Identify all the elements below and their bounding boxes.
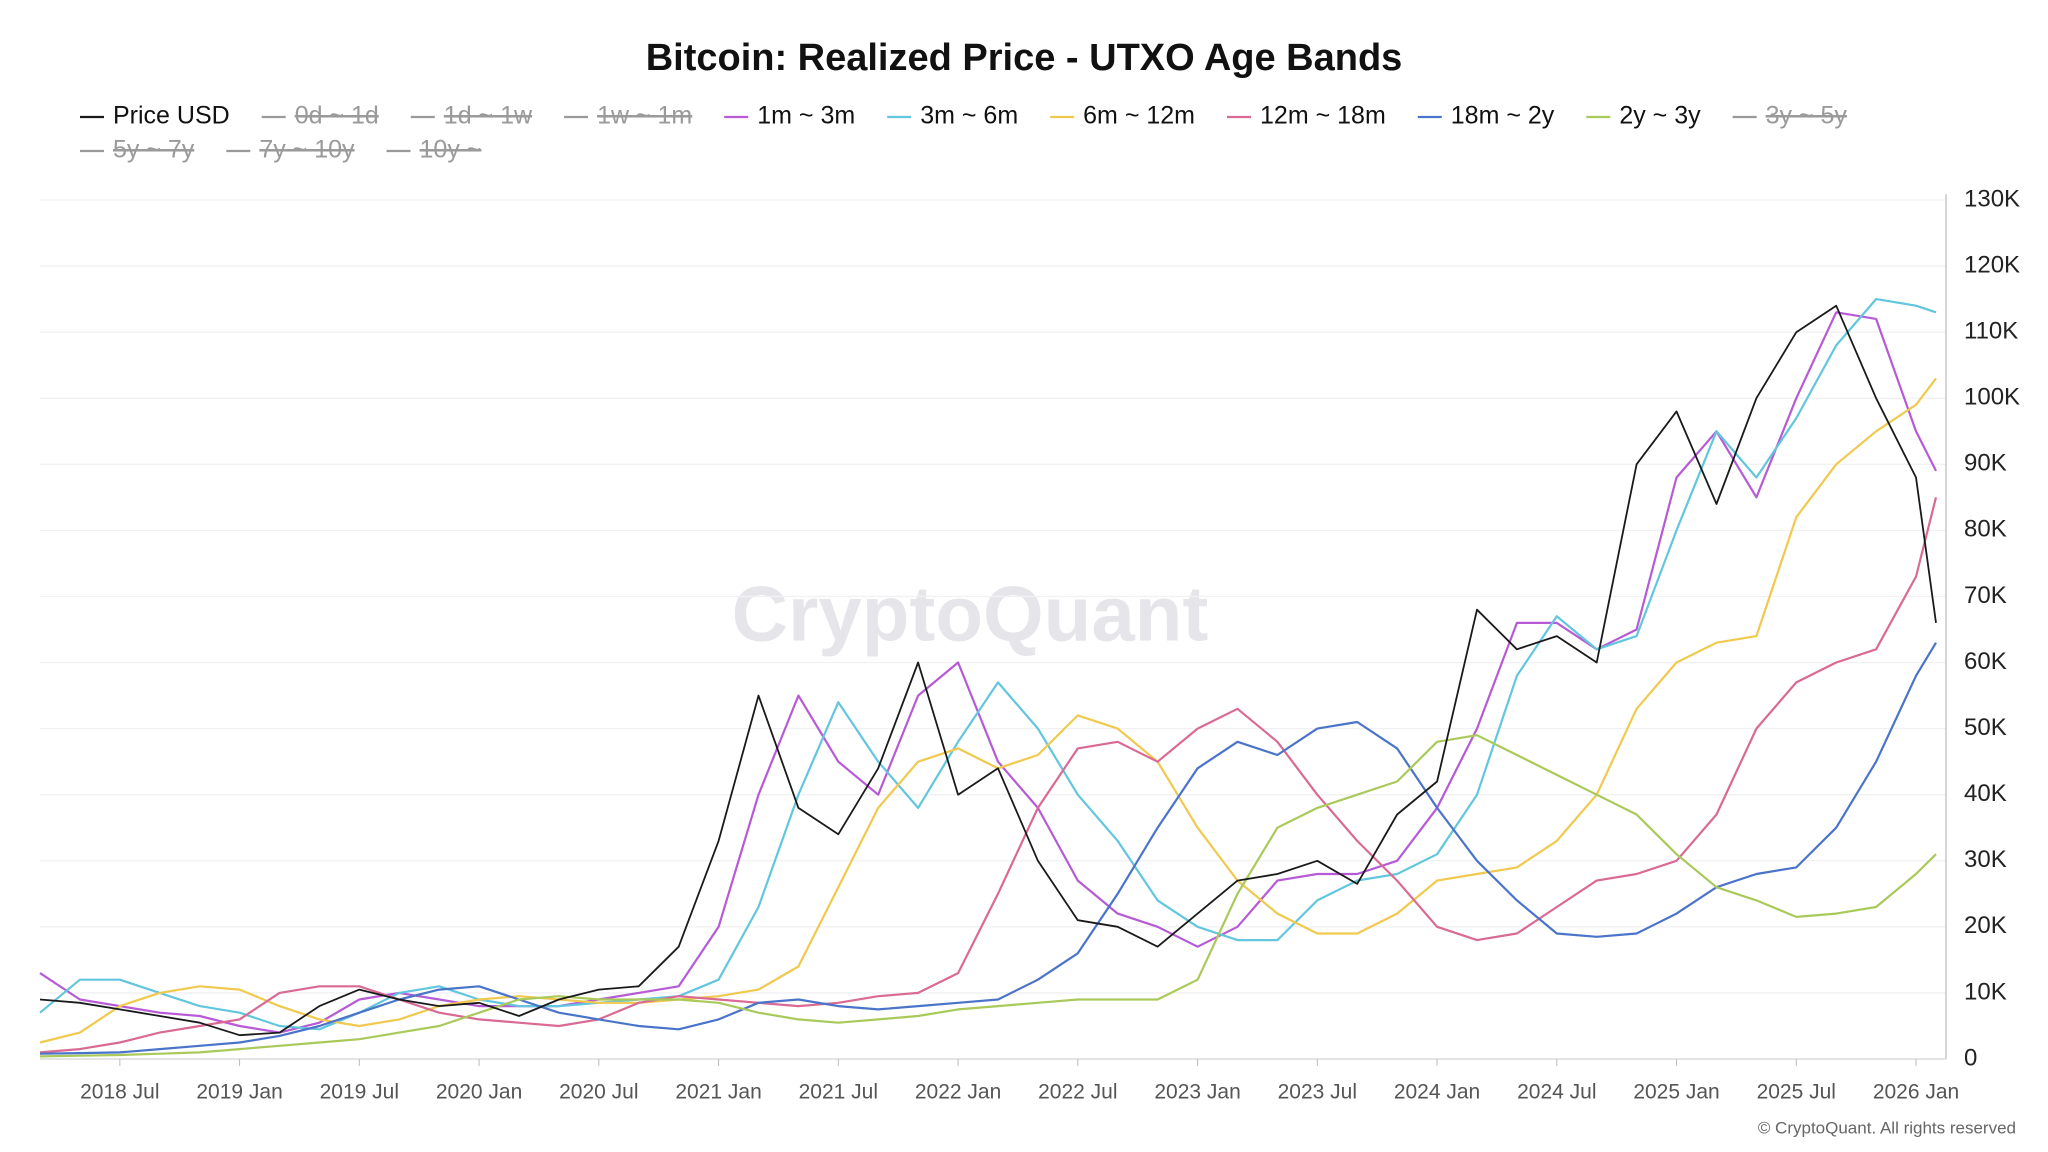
legend-item[interactable]: 10y ~ [386,136,482,164]
legend-label: 1d ~ 1w [444,102,533,130]
x-tick-label: 2018 Jul [80,1081,159,1104]
watermark: CryptoQuant [732,570,1209,658]
chart-title: Bitcoin: Realized Price - UTXO Age Bands [646,37,1403,79]
y-tick-label: 0 [1964,1044,1977,1071]
legend: Price USD 0d ~ 1d 1d ~ 1w 1w ~ 1m 1m ~ 3m 3m … [80,102,1847,164]
legend-item[interactable]: 5y ~ 7y [80,136,195,164]
x-tick-label: 2021 Jan [675,1081,761,1104]
x-tick-label: 2024 Jan [1394,1081,1480,1104]
series-line [39,377,1937,1044]
legend-label: 0d ~ 1d [295,102,379,130]
legend-item[interactable]: 18m ~ 2y [1417,102,1555,130]
x-tick-label: 2022 Jul [1038,1081,1117,1104]
x-tick-label: 2021 Jul [799,1081,878,1104]
y-tick-label: 60K [1964,648,2007,675]
legend-label: 6m ~ 12m [1083,102,1195,130]
legend-label: 1m ~ 3m [757,102,855,130]
x-tick-label: 2025 Jul [1757,1081,1836,1104]
y-tick-label: 70K [1964,582,2007,609]
series-line [39,642,1937,1055]
legend-label: Price USD [113,102,230,130]
y-tick-label: 110K [1964,317,2018,344]
legend-item[interactable]: 3y ~ 5y [1732,102,1848,130]
legend-item[interactable]: 6m ~ 12m [1050,102,1195,130]
legend-item[interactable]: 0d ~ 1d [261,102,379,130]
x-tick-label: 2019 Jul [320,1081,399,1104]
legend-item[interactable]: 12m ~ 18m [1227,102,1386,130]
y-tick-label: 50K [1964,714,2007,741]
x-tick-label: 2024 Jul [1517,1081,1596,1104]
y-tick-label: 120K [1964,251,2020,278]
legend-item[interactable]: Price USD [80,102,230,130]
legend-label: 7y ~ 10y [259,136,355,164]
y-tick-label: 20K [1964,912,2007,939]
legend-label: 18m ~ 2y [1451,102,1555,130]
footer: © CryptoQuant. All rights reserved [1758,1118,2016,1137]
series-line [39,497,1938,1054]
x-tick-label: 2026 Jan [1873,1081,1959,1104]
legend-label: 5y ~ 7y [113,136,195,164]
y-tick-label: 40K [1964,780,2007,807]
y-tick-label: 130K [1964,185,2020,212]
x-tick-label: 2023 Jul [1278,1081,1357,1104]
series-line [39,734,1937,1058]
legend-item[interactable]: 1m ~ 3m [724,102,855,130]
x-tick-label: 2019 Jan [196,1081,282,1104]
legend-item[interactable]: 1d ~ 1w [410,102,533,130]
legend-label: 12m ~ 18m [1260,102,1386,130]
x-tick-label: 2020 Jan [436,1081,522,1104]
y-tick-label: 80K [1964,516,2007,543]
series-line [39,298,1937,1031]
x-tick-label: 2020 Jul [559,1081,638,1104]
series-line [39,304,1937,1037]
y-tick-label: 90K [1964,450,2007,477]
legend-label: 3m ~ 6m [920,102,1018,130]
x-tick-label: 2022 Jan [915,1081,1001,1104]
legend-item[interactable]: 2y ~ 3y [1586,102,1701,130]
legend-item[interactable]: 1w ~ 1m [564,102,692,130]
legend-item[interactable]: 3m ~ 6m [887,102,1018,130]
y-tick-label: 10K [1964,978,2007,1005]
x-tick-label: 2025 Jan [1633,1081,1719,1104]
x-tick-label: 2023 Jan [1154,1081,1240,1104]
legend-label: 3y ~ 5y [1766,102,1848,130]
legend-label: 1w ~ 1m [597,102,692,130]
legend-label: 2y ~ 3y [1619,102,1701,130]
legend-item[interactable]: 7y ~ 10y [226,136,355,164]
y-tick-label: 30K [1964,846,2007,873]
y-tick-label: 100K [1964,384,2020,411]
series-line [39,311,1937,1034]
legend-label: 10y ~ [420,136,482,164]
